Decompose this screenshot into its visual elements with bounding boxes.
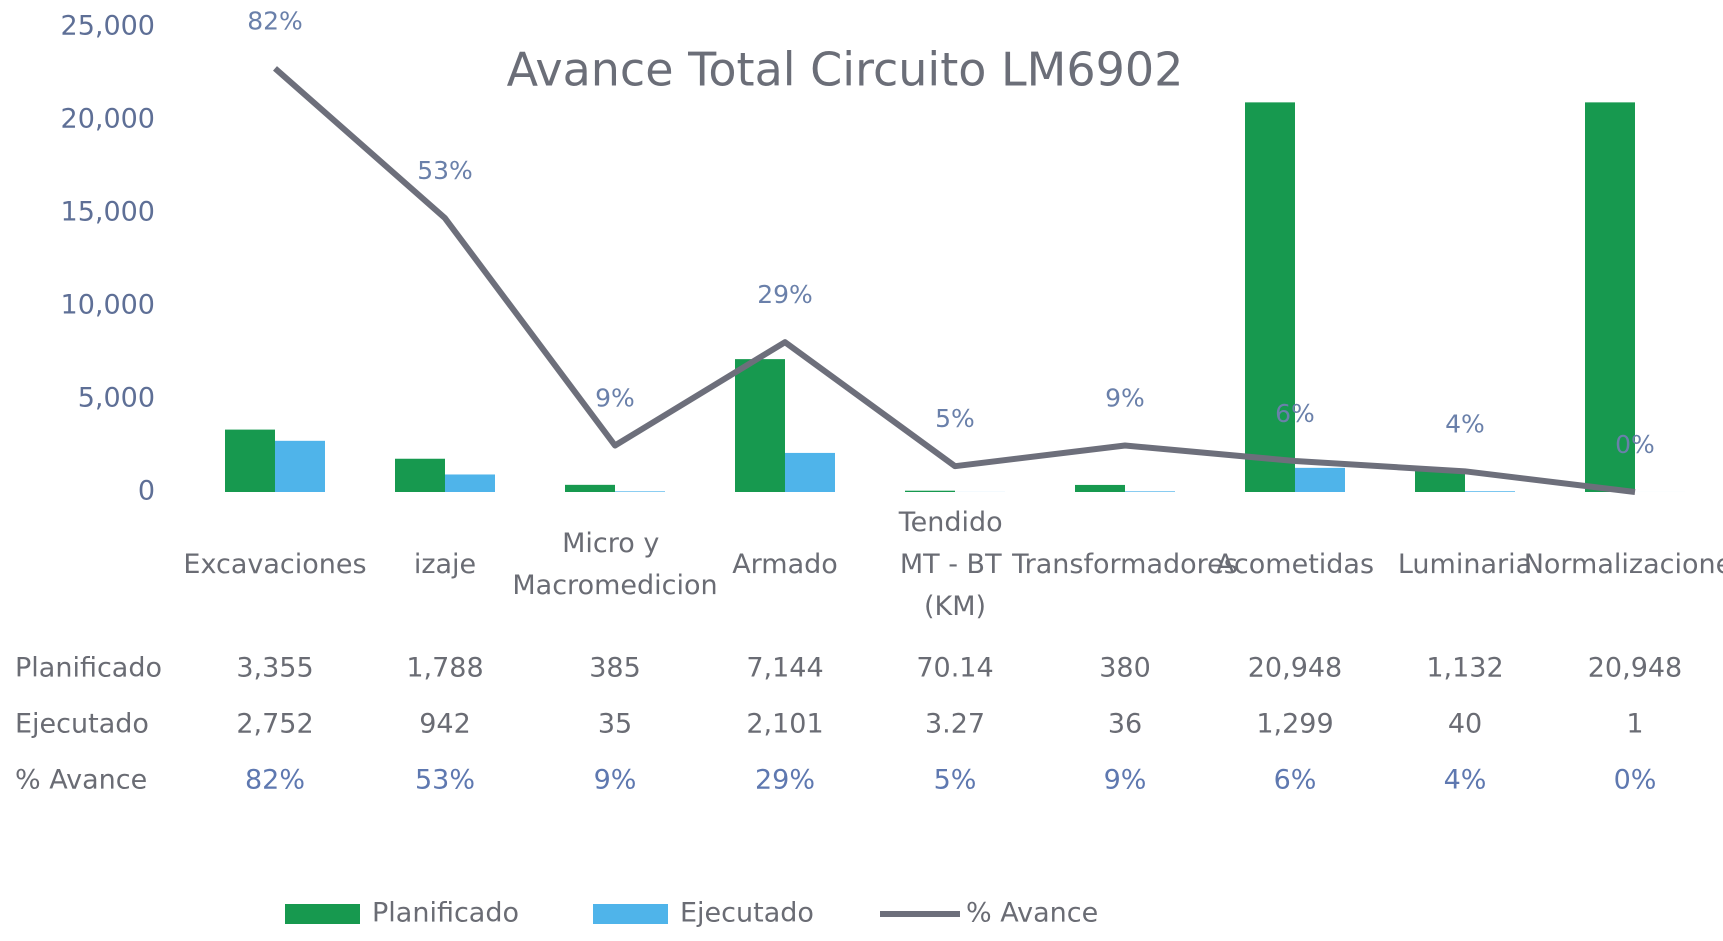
legend-swatch [285,904,360,924]
bar [225,429,275,492]
table-cell: 40 [1448,709,1482,740]
y-tick-label: 20,000 [61,104,155,135]
table-cell: 1,299 [1256,709,1333,740]
table-cell: 380 [1099,653,1151,684]
legend-label: Ejecutado [680,898,814,929]
data-label: 82% [247,6,303,35]
table-cell: 5% [934,765,977,796]
x-tick-label: Acometidas [1216,549,1374,580]
table-cell: 9% [1104,765,1147,796]
table-row-label: % Avance [15,765,147,796]
data-label: 29% [757,280,813,309]
bar [275,440,325,492]
table-row-label: Planificado [15,653,162,684]
y-tick-label: 0 [138,476,155,507]
legend-swatch [593,904,668,924]
x-tick-label: Normalizaciones [1524,549,1723,580]
table-cell: 6% [1274,765,1317,796]
x-tick-label: izaje [414,549,476,580]
table-cell: 2,752 [236,709,313,740]
x-tick-label: Armado [732,549,838,580]
bar [1125,491,1175,492]
data-label: 6% [1275,399,1315,428]
legend-label: % Avance [966,898,1098,929]
table-cell: 3.27 [925,709,985,740]
table-cell: 385 [589,653,641,684]
table-cell: 36 [1108,709,1142,740]
x-tick-label: Tendido MT - BT (KM) [898,507,1012,622]
line [273,66,1636,495]
data-label: 0% [1615,430,1655,459]
data-label: 4% [1445,409,1485,438]
table-cell: 53% [415,765,475,796]
table-cell: 4% [1444,765,1487,796]
y-tick-label: 10,000 [61,290,155,321]
bar [905,490,955,492]
bar [615,491,665,492]
table-cell: 29% [755,765,815,796]
y-tick-label: 5,000 [78,383,155,414]
bar [565,484,615,492]
table-cell: 1,788 [406,653,483,684]
table-cell: 0% [1614,765,1657,796]
bar [395,458,445,492]
table-cell: 35 [598,709,632,740]
table-cell: 82% [245,765,305,796]
bar [1585,102,1635,493]
bar [1245,102,1295,493]
x-tick-label: Excavaciones [183,549,366,580]
table-cell: 20,948 [1588,653,1682,684]
x-tick-label: Micro y Macromedicion [512,528,717,601]
data-label: 5% [935,404,975,433]
bar [735,359,785,492]
data-label: 9% [1105,384,1145,413]
bar [785,452,835,492]
table-cell: 70.14 [916,653,993,684]
y-tick-label: 25,000 [61,11,155,42]
table-row-label: Ejecutado [15,709,149,740]
bar [1465,491,1515,492]
bar [1415,470,1465,492]
table-cell: 20,948 [1248,653,1342,684]
y-tick-label: 15,000 [61,197,155,228]
table-cell: 1 [1626,709,1643,740]
table-cell: 942 [419,709,471,740]
table-cell: 7,144 [746,653,823,684]
table-cell: 2,101 [746,709,823,740]
legend-label: Planificado [372,898,519,929]
x-tick-label: Luminaria [1398,549,1532,580]
bar [1295,467,1345,492]
data-label: 9% [595,384,635,413]
bar [445,474,495,492]
table-cell: 3,355 [236,653,313,684]
chart-title: Avance Total Circuito LM6902 [507,43,1184,97]
bar [1075,484,1125,492]
table-cell: 9% [594,765,637,796]
x-tick-label: Transformadores [1011,549,1238,580]
data-label: 53% [417,156,473,185]
table-cell: 1,132 [1426,653,1503,684]
